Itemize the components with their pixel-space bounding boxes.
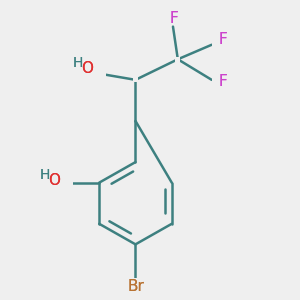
Text: Br: Br bbox=[127, 279, 144, 294]
Text: F: F bbox=[219, 74, 228, 88]
Bar bbox=[167, 11, 182, 26]
Bar bbox=[212, 74, 226, 88]
Bar bbox=[123, 278, 148, 295]
Text: O: O bbox=[49, 173, 61, 188]
Text: H: H bbox=[73, 56, 83, 70]
Text: F: F bbox=[219, 32, 228, 47]
Text: H: H bbox=[39, 168, 50, 182]
Text: F: F bbox=[170, 11, 178, 26]
Text: O: O bbox=[81, 61, 93, 76]
Text: O: O bbox=[49, 173, 61, 188]
Text: H: H bbox=[73, 56, 83, 70]
Text: Br: Br bbox=[127, 279, 144, 294]
Bar bbox=[133, 77, 138, 82]
Text: F: F bbox=[170, 11, 178, 26]
Bar bbox=[77, 61, 106, 77]
Text: H: H bbox=[39, 168, 50, 182]
Text: F: F bbox=[219, 32, 228, 47]
Text: O: O bbox=[81, 61, 93, 76]
Bar bbox=[176, 57, 180, 62]
Bar bbox=[212, 33, 226, 47]
Text: F: F bbox=[219, 74, 228, 88]
Bar bbox=[44, 173, 73, 190]
